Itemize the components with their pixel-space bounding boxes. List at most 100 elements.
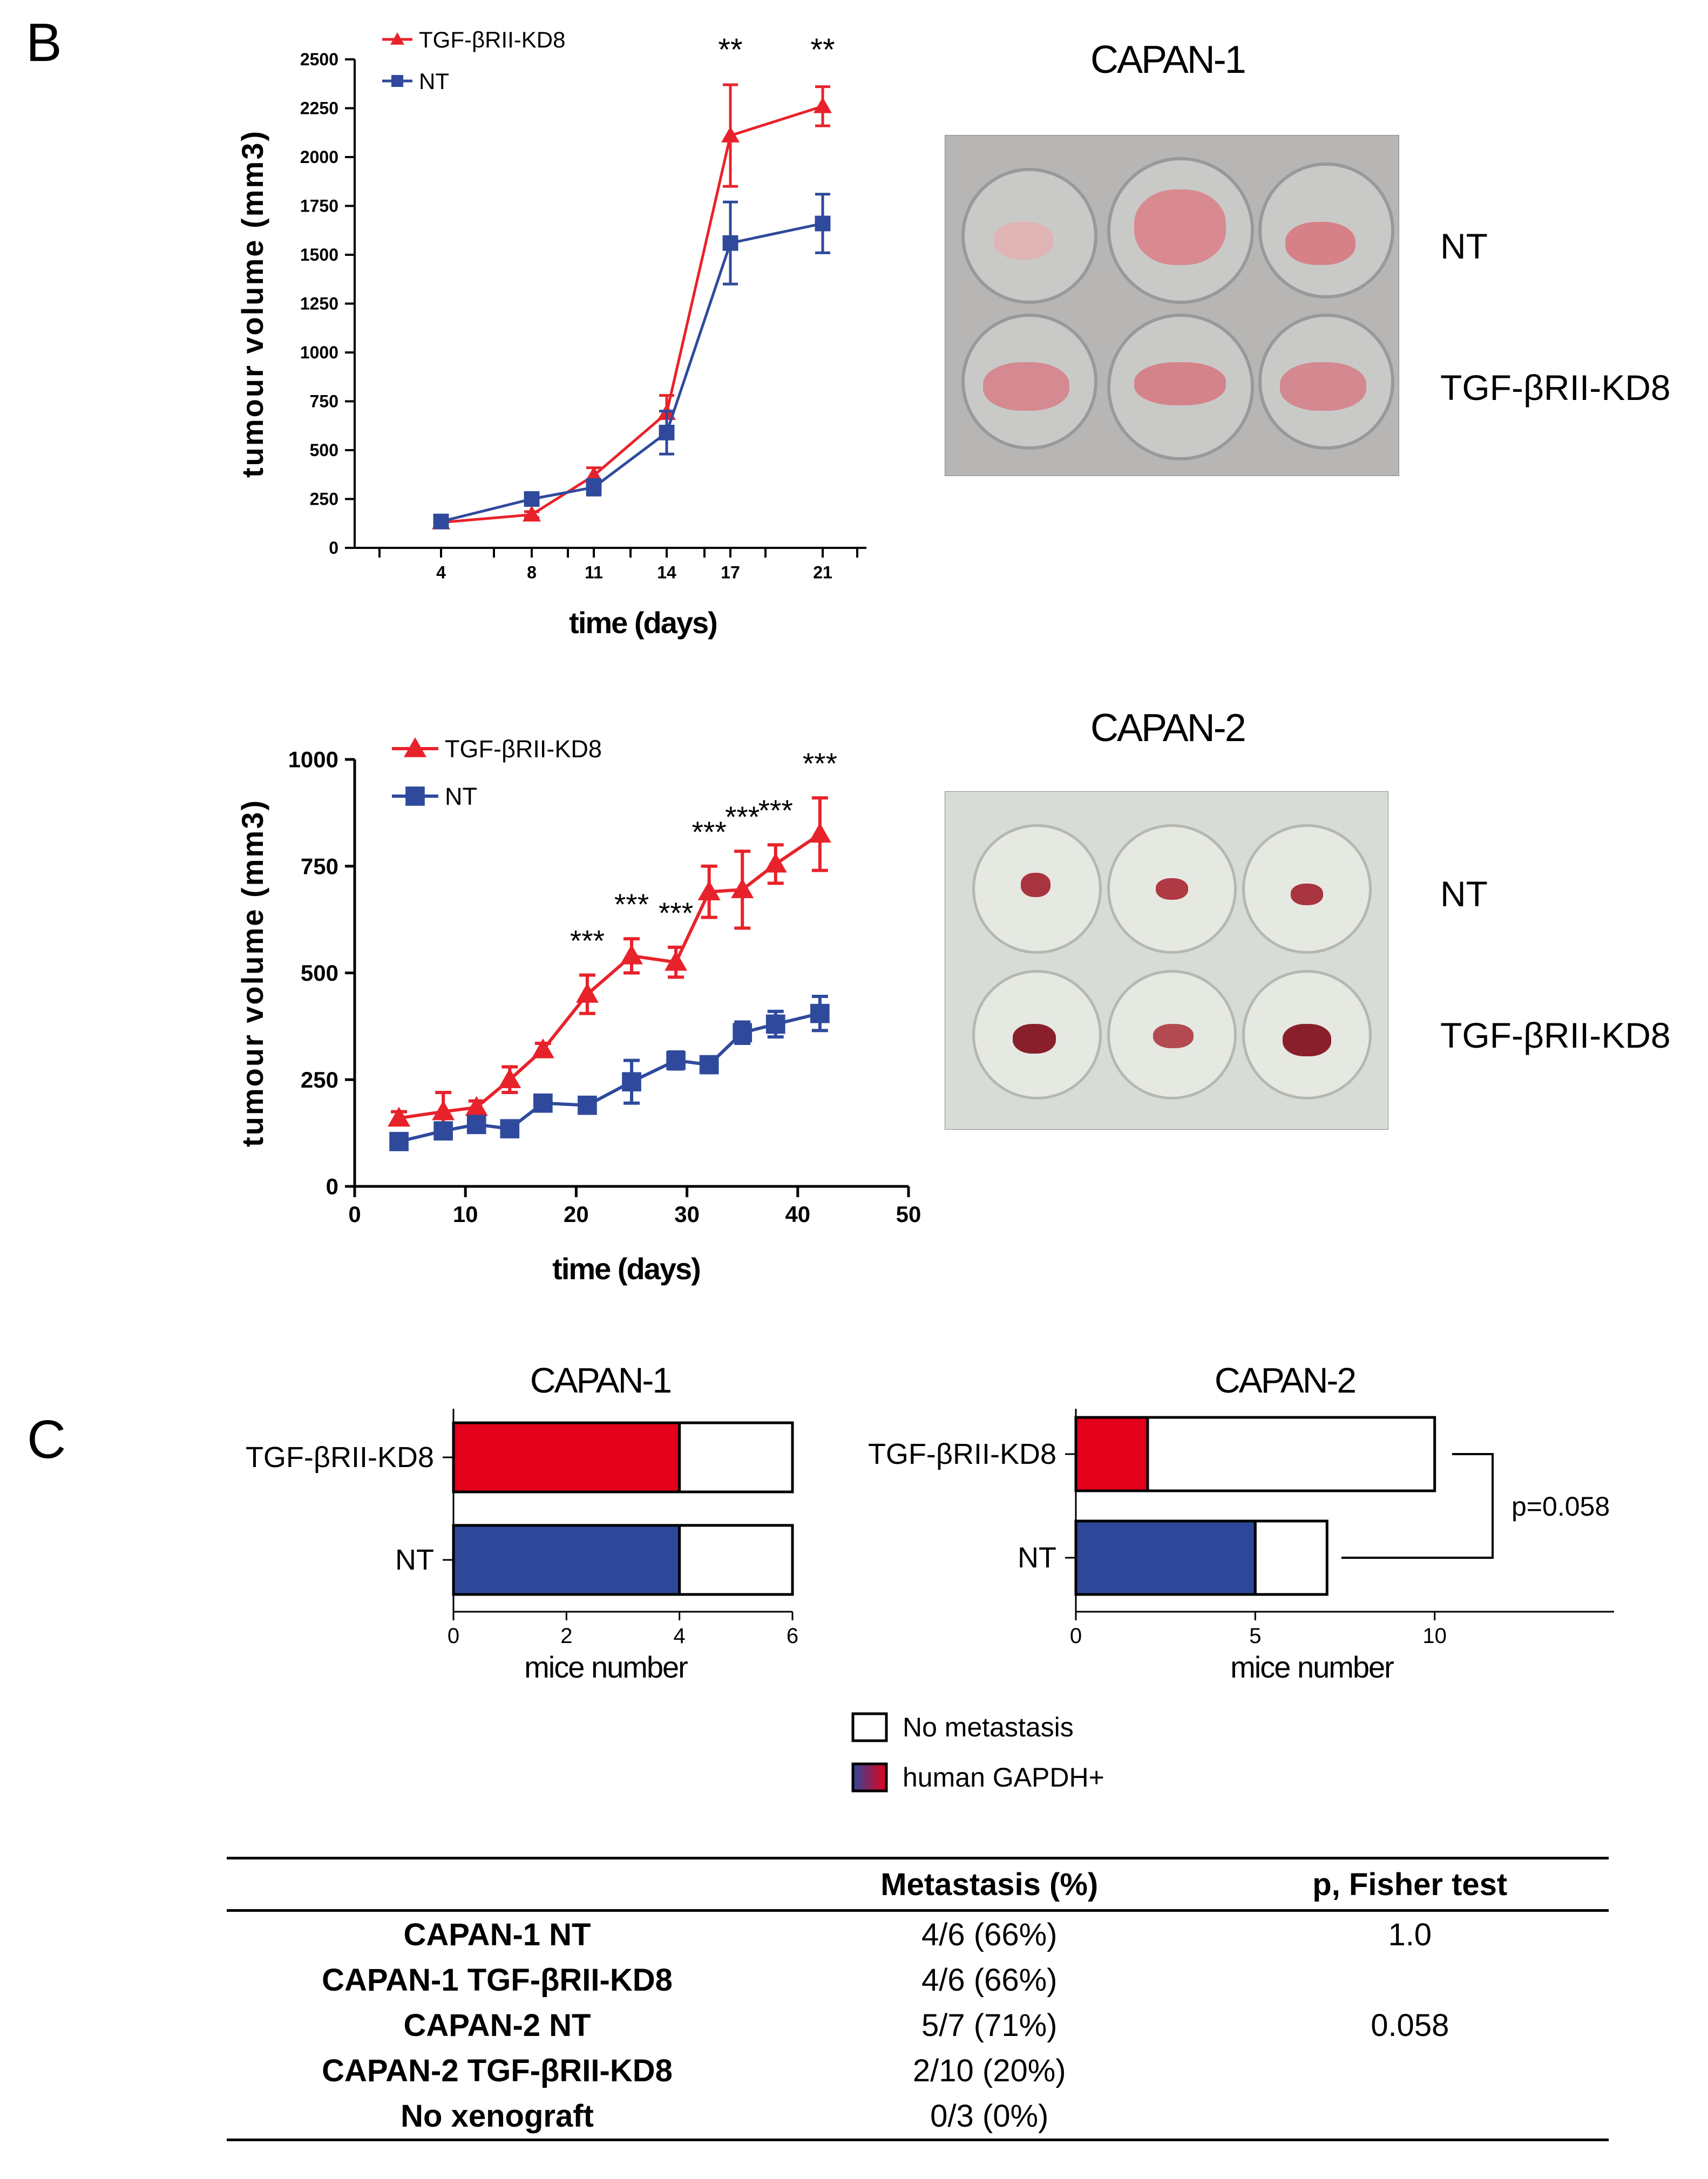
- data-point-triangle: [620, 944, 643, 965]
- x-tick-label: 21: [813, 562, 832, 582]
- x-tick-label: 5: [1249, 1624, 1261, 1648]
- legend-swatch-gapdh: [851, 1762, 888, 1793]
- data-point-triangle: [523, 505, 541, 522]
- table-cell: 1.0: [1388, 1917, 1432, 1952]
- table-row: CAPAN-1 NT 4/6 (66%) 1.0: [227, 1911, 1609, 1958]
- capan1-photo: [945, 135, 1399, 476]
- metastasis-legend: No metastasis human GAPDH+: [851, 1712, 1104, 1793]
- table-cell-label: No xenograft: [401, 2098, 594, 2134]
- table-header: [227, 1858, 768, 1911]
- legend-marker-triangle: [404, 737, 426, 757]
- y-axis-label: tumour volume (mm3): [235, 799, 269, 1147]
- table-row: CAPAN-2 TGF-βRII-KD8 2/10 (20%): [227, 2048, 1609, 2093]
- capan2-photo: [945, 791, 1388, 1130]
- y-tick-label: 1250: [300, 294, 338, 314]
- x-tick-label: 20: [564, 1201, 589, 1227]
- data-point-triangle: [531, 1038, 554, 1058]
- data-point-triangle: [731, 878, 754, 899]
- legend-label: NT: [445, 783, 477, 810]
- y-tick-label: 1000: [288, 747, 338, 772]
- capan2-photo-title: CAPAN-2: [1090, 707, 1246, 750]
- data-point-triangle: [665, 951, 688, 971]
- y-tick-label: 2000: [300, 147, 338, 167]
- data-point-square: [433, 1121, 453, 1141]
- table-cell-label: CAPAN-1 NT: [403, 1917, 591, 1952]
- significance-stars: ***: [725, 800, 760, 833]
- capan2-photo-label-nt: NT: [1440, 874, 1488, 914]
- data-point-triangle: [498, 1068, 521, 1088]
- table-cell: 0.058: [1371, 2007, 1449, 2043]
- capan2-growth-chart: 0 250 500 750 1000 0 10 20 30 40 50 time (days) tumo…: [235, 735, 921, 1286]
- y-tick-label: 1500: [300, 245, 338, 264]
- data-point-triangle: [432, 1100, 455, 1121]
- capan1-photo-label-kd8: TGF-βRII-KD8: [1440, 368, 1671, 408]
- table-cell: 0/3 (0%): [930, 2098, 1049, 2134]
- data-point-square: [586, 479, 602, 495]
- y-tick-label: 1750: [300, 196, 338, 216]
- data-point-triangle: [697, 880, 721, 900]
- y-tick-label: 2500: [300, 50, 338, 69]
- significance-stars: ***: [614, 887, 649, 921]
- capan1-photo-title: CAPAN-1: [1090, 38, 1246, 82]
- legend-marker-triangle: [390, 32, 404, 45]
- bar-segment-no-metastasis: [1253, 1519, 1329, 1596]
- metastasis-table: Metastasis (%) p, Fisher test CAPAN-1 NT…: [227, 1857, 1609, 2141]
- capan2-photo-label-kd8: TGF-βRII-KD8: [1440, 1015, 1671, 1055]
- table-cell: 2/10 (20%): [912, 2053, 1066, 2088]
- capan1-growth-chart: 0 250 500 750 1000 1250 1500 1750 2000 2250 2500 4 8…: [235, 27, 866, 640]
- x-tick-label: 4: [436, 562, 446, 582]
- x-tick-label: 11: [585, 562, 603, 582]
- table-header: p, Fisher test: [1312, 1866, 1508, 1902]
- y-tick-label: 2250: [300, 99, 338, 118]
- data-point-square: [666, 1050, 686, 1070]
- bar-chart-title: CAPAN-1: [530, 1360, 670, 1400]
- y-tick-label: 500: [301, 960, 338, 986]
- data-point-triangle: [814, 97, 832, 113]
- y-tick-label: 750: [310, 392, 338, 411]
- table-header: Metastasis (%): [880, 1866, 1099, 1902]
- table-cell: 4/6 (66%): [921, 1962, 1058, 1998]
- y-tick-label: 250: [301, 1067, 338, 1092]
- y-tick-label: 1000: [300, 343, 338, 362]
- legend-label: NT: [419, 69, 449, 94]
- data-point-square: [389, 1132, 409, 1151]
- data-point-square: [466, 1115, 486, 1135]
- significance-stars: **: [810, 32, 835, 67]
- table-cell-label: CAPAN-2 TGF-βRII-KD8: [322, 2053, 673, 2088]
- bar-category-label: NT: [1018, 1542, 1056, 1574]
- bar-segment-gapdh: [1074, 1519, 1257, 1596]
- series-line-nt: [440, 222, 823, 523]
- x-axis-label: time (days): [552, 1252, 700, 1286]
- bar-segment-no-metastasis: [678, 1421, 794, 1494]
- data-point-square: [810, 1003, 830, 1023]
- x-tick-label: 10: [1422, 1624, 1447, 1648]
- data-point-square: [722, 235, 738, 251]
- significance-stars: ***: [758, 793, 793, 827]
- x-axis-label: mice number: [1230, 1650, 1394, 1684]
- x-tick-label: 17: [721, 562, 740, 582]
- table-cell-label: CAPAN-2 NT: [403, 2007, 591, 2043]
- data-point-square: [815, 215, 831, 232]
- data-point-square: [500, 1119, 520, 1139]
- table-cell: [1211, 2048, 1609, 2093]
- legend-label: TGF-βRII-KD8: [419, 27, 565, 52]
- capan1-photo-label-nt: NT: [1440, 226, 1488, 266]
- legend-label: TGF-βRII-KD8: [445, 735, 602, 763]
- data-point-triangle: [575, 983, 599, 1003]
- x-tick-label: 14: [657, 562, 676, 582]
- significance-stars: ***: [803, 746, 837, 780]
- series-line-kd8: [398, 832, 821, 1120]
- data-point-square: [699, 1055, 719, 1075]
- capan1-metastasis-bar-chart: CAPAN-1 TGF-βRII-KD8 NT 0 2 4 6 mice number: [246, 1360, 798, 1684]
- legend-marker-square: [405, 786, 425, 806]
- significance-stars: **: [718, 32, 742, 67]
- panel-b-letter: B: [26, 12, 62, 73]
- data-point-triangle: [764, 852, 787, 873]
- series-line-nt: [398, 1012, 821, 1143]
- bar-category-label: NT: [395, 1544, 434, 1576]
- capan2-metastasis-bar-chart: CAPAN-2 TGF-βRII-KD8 NT 0 5 10 mice number p=0.…: [868, 1360, 1614, 1684]
- x-tick-label: 4: [674, 1624, 686, 1648]
- data-point-square: [433, 513, 449, 530]
- data-point-triangle: [465, 1096, 488, 1116]
- bar-segment-no-metastasis: [678, 1524, 794, 1596]
